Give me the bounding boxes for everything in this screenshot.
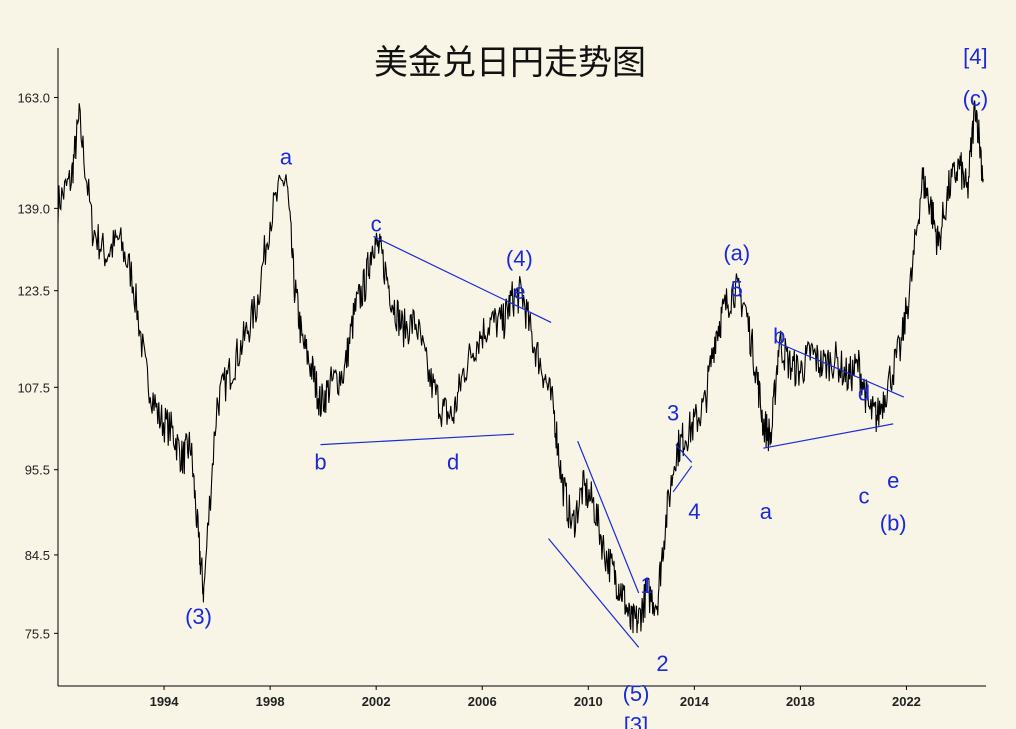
wave-label-6: e xyxy=(513,279,525,304)
wave-label-9: (5) xyxy=(623,681,650,706)
wave-label-21: [4] xyxy=(963,44,987,69)
price-line xyxy=(57,99,984,634)
wave-label-1: (3) xyxy=(185,604,212,629)
x-tick-label-1: 1998 xyxy=(256,694,285,709)
x-tick-label-5: 2014 xyxy=(680,694,710,709)
x-axis-ticks: 1994 1998 2002 2006 2010 2014 2018 2022 xyxy=(150,686,921,709)
trend-line-2 xyxy=(577,440,640,594)
trend-line-1 xyxy=(320,433,515,446)
trend-line-6 xyxy=(778,342,905,398)
wave-label-0: a xyxy=(280,145,293,170)
price-series xyxy=(57,99,984,634)
wave-label-18: c xyxy=(859,483,870,508)
wave-label-11: 3 xyxy=(667,400,679,425)
wave-label-8: 2 xyxy=(656,651,668,676)
x-tick-label-7: 2022 xyxy=(892,694,921,709)
wave-label-20: (b) xyxy=(880,511,907,536)
wave-label-19: e xyxy=(887,468,899,493)
y-tick-label-6: 163.0 xyxy=(17,90,50,105)
wave-label-17: d xyxy=(858,380,870,405)
wave-label-3: c xyxy=(371,211,382,236)
wave-label-14: 5 xyxy=(731,276,743,301)
wave-label-22: (c) xyxy=(963,86,989,111)
x-tick-label-0: 1994 xyxy=(150,694,180,709)
y-tick-label-2: 95.5 xyxy=(25,463,50,478)
y-tick-label-3: 107.5 xyxy=(17,380,50,395)
y-tick-label-1: 84.5 xyxy=(25,548,50,563)
trend-line-7 xyxy=(763,423,894,449)
trend-line-5 xyxy=(672,465,693,493)
wave-label-16: b xyxy=(773,323,785,348)
wave-label-15: a xyxy=(760,499,773,524)
wave-label-2: b xyxy=(314,450,326,475)
x-tick-label-4: 2010 xyxy=(574,694,603,709)
y-axis-ticks: 75.5 84.5 95.5 107.5 123.5 139.0 163.0 xyxy=(17,90,58,641)
trend-line-4 xyxy=(675,444,693,463)
wave-label-5: (4) xyxy=(506,246,533,271)
x-tick-label-2: 2002 xyxy=(362,694,391,709)
wave-label-7: 1 xyxy=(640,573,652,598)
x-tick-label-6: 2018 xyxy=(786,694,815,709)
wave-label-10: [3] xyxy=(624,712,648,729)
y-tick-label-4: 123.5 xyxy=(17,284,50,299)
trend-lines xyxy=(320,235,905,648)
y-tick-label-5: 139.0 xyxy=(17,201,50,216)
wave-label-13: (a) xyxy=(723,240,750,265)
chart-title: 美金兑日円走势图 xyxy=(374,43,646,83)
wave-label-4: d xyxy=(447,450,459,475)
trend-line-0 xyxy=(373,235,552,323)
wave-label-12: 4 xyxy=(688,499,700,524)
x-tick-label-3: 2006 xyxy=(468,694,497,709)
y-tick-label-0: 75.5 xyxy=(25,626,50,641)
trend-line-3 xyxy=(548,538,640,648)
